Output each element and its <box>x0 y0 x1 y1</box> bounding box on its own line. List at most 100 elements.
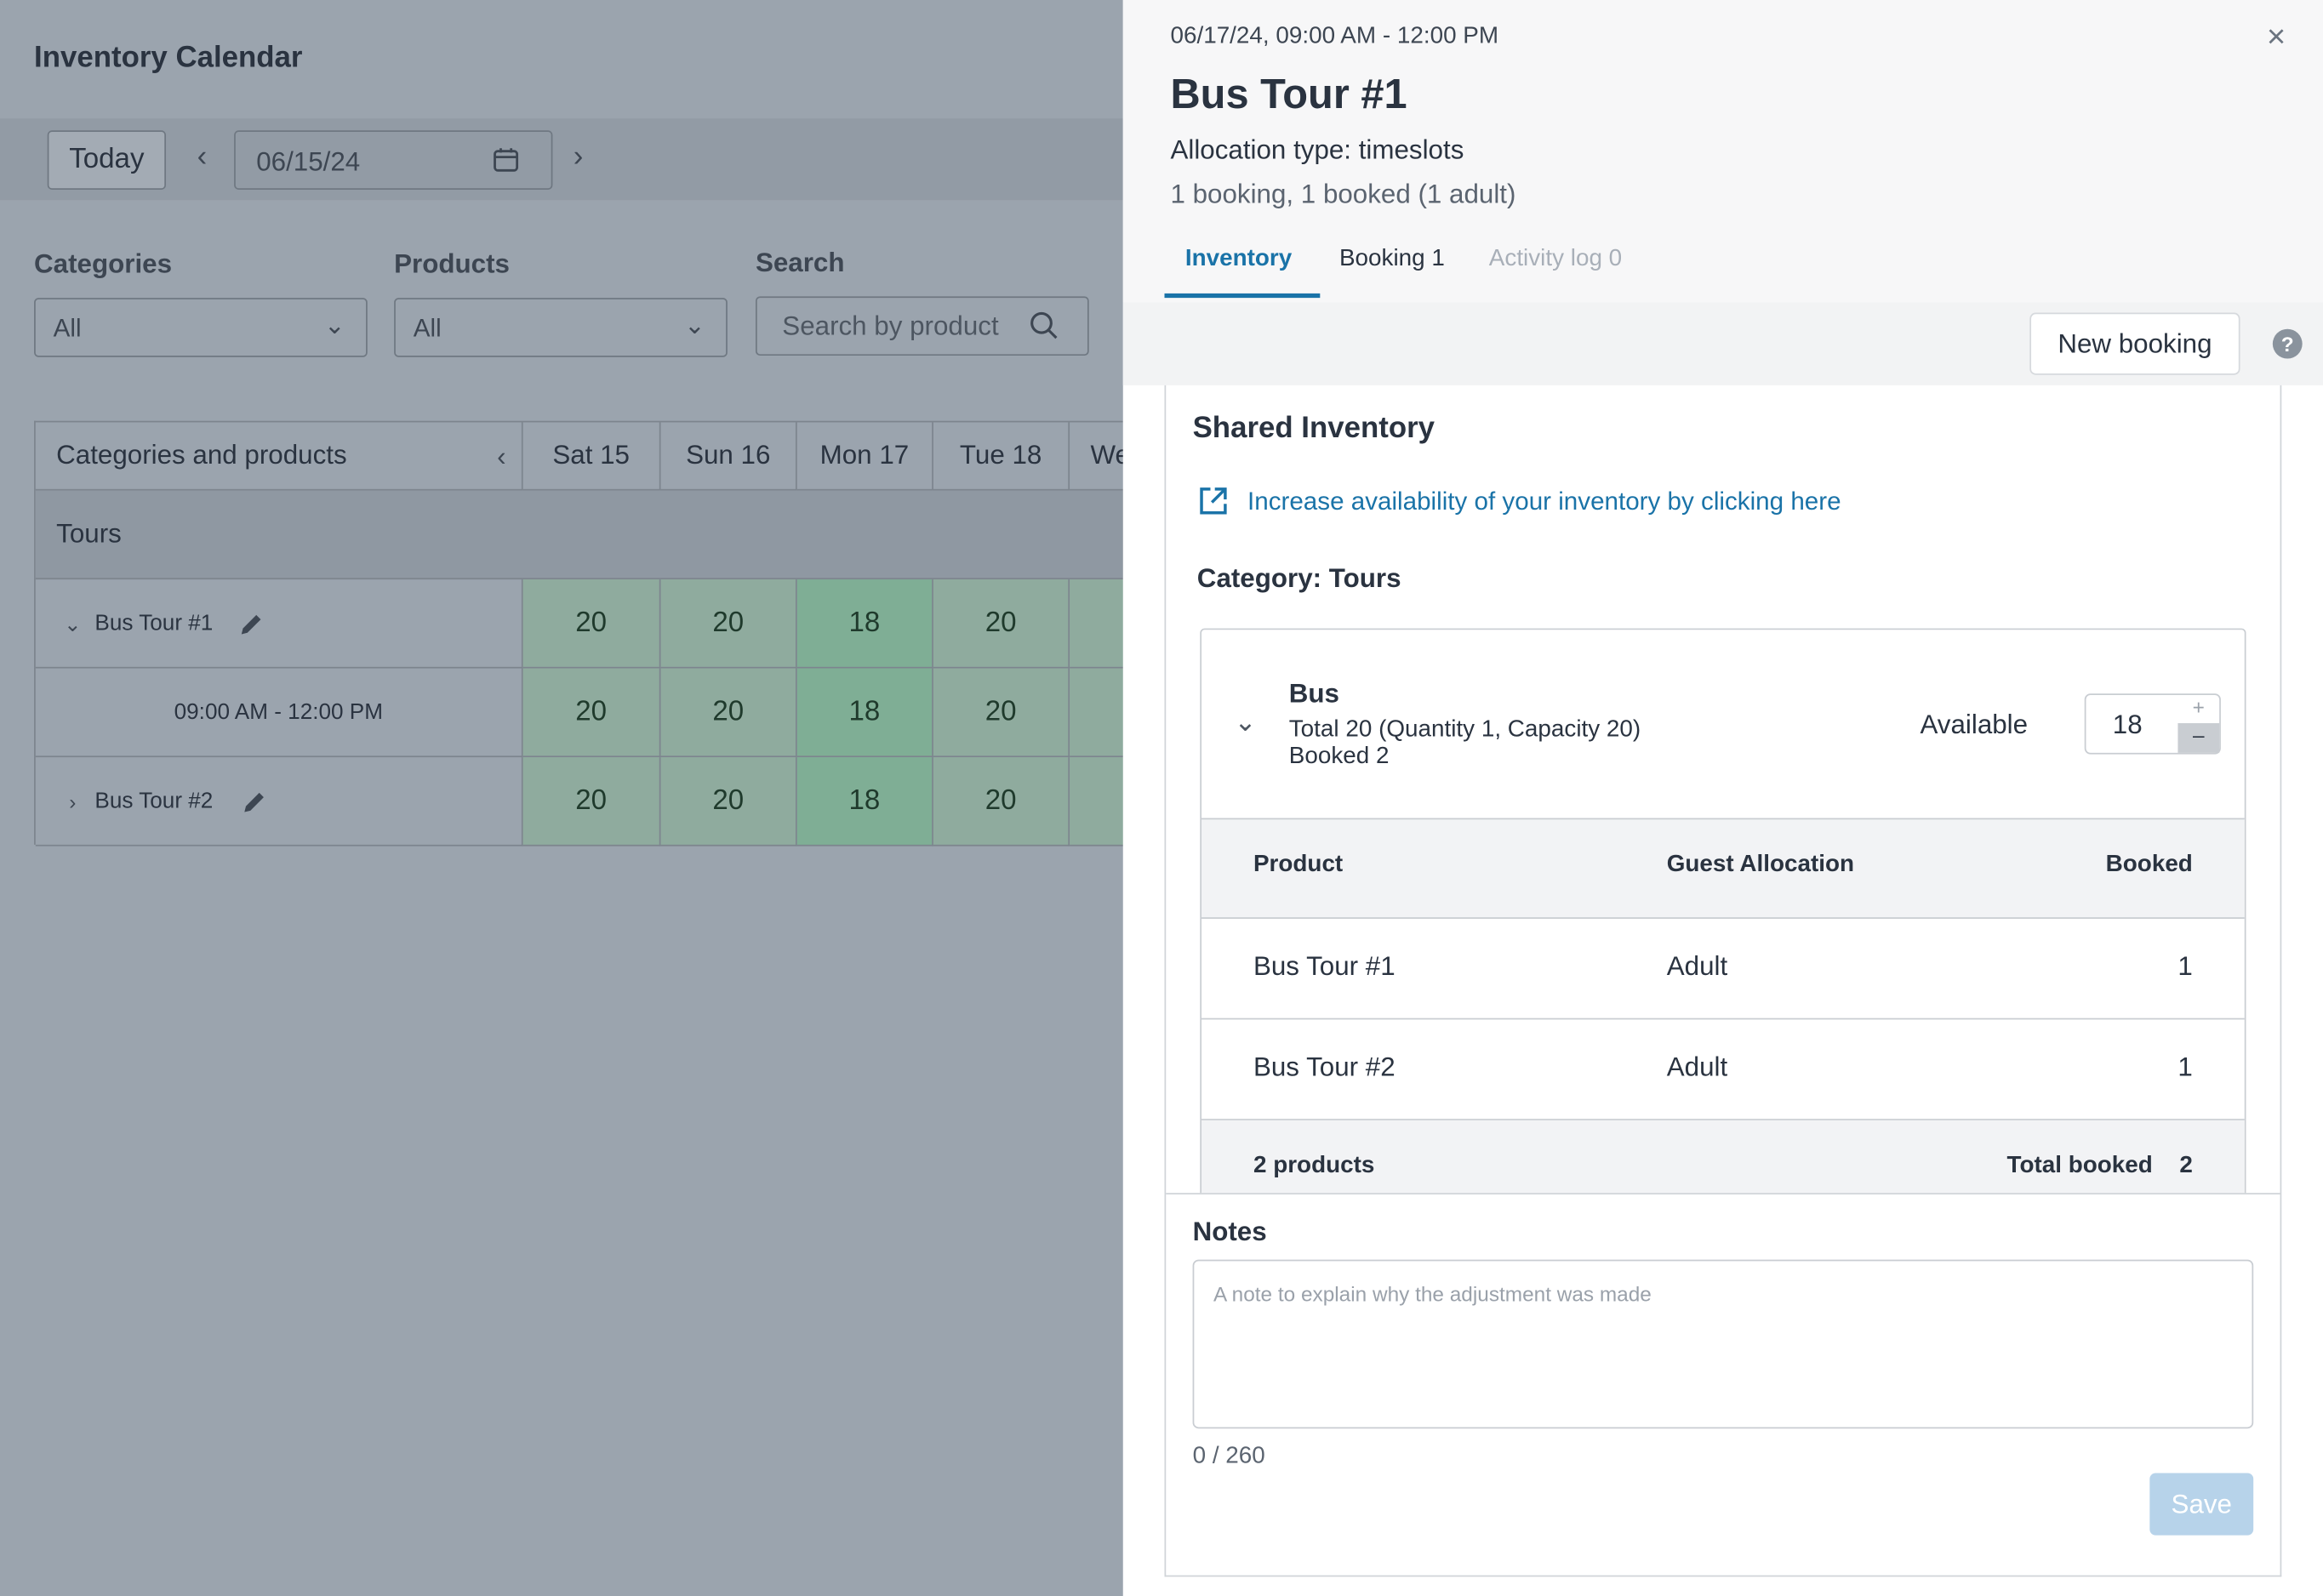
input-value: 18 <box>2112 710 2143 740</box>
search-input[interactable]: Search by product <box>755 296 1089 356</box>
select-value: All <box>53 314 82 343</box>
day-header: Sun 16 <box>660 422 797 491</box>
inventory-cell: 20 <box>660 579 797 669</box>
row-toggle: › <box>69 789 77 814</box>
cell: Adult <box>1666 1052 1728 1082</box>
notes-textarea[interactable]: A note to explain why the adjustment was… <box>1192 1259 2254 1429</box>
product-count: 2 products <box>1253 1153 1375 1178</box>
content-box <box>1164 385 2282 1577</box>
expand-chevron[interactable]: ⌄ <box>1234 706 1257 737</box>
notes-label: Notes <box>1192 1217 1267 1246</box>
tab[interactable]: Activity log 0 <box>1488 246 1623 271</box>
inventory-cell: 20 <box>660 668 797 758</box>
search-icon <box>1030 311 1058 339</box>
total-label: Total booked <box>2006 1153 2153 1178</box>
cell: Adult <box>1666 951 1728 982</box>
table-footer: 2 products Total booked 2 <box>1201 1120 2245 1194</box>
section-title: Shared Inventory <box>1192 412 1435 445</box>
resource-total: Total 20 (Quantity 1, Capacity 20) <box>1288 717 1641 743</box>
available-label: Available <box>1920 710 2029 740</box>
side-panel: 06/17/24, 09:00 AM - 12:00 PM × Bus Tour… <box>1122 0 2323 1596</box>
edit-icon <box>234 579 270 669</box>
inventory-cell: 20 <box>933 757 1070 846</box>
resource-card: ⌄ Bus Total 20 (Quantity 1, Capacity 20)… <box>1200 628 2246 1194</box>
number-input[interactable]: 18 + – <box>2084 693 2221 755</box>
decrement[interactable]: – <box>2177 723 2220 753</box>
inventory-cell: 20 <box>522 579 661 669</box>
collapse-arrow: ‹ <box>497 441 506 471</box>
date-input[interactable]: 06/15/24 <box>234 130 553 190</box>
day-header: Mon 17 <box>796 422 933 491</box>
scroll-area: Shared Inventory Increase availability o… <box>1166 385 2280 1194</box>
summary: 1 booking, 1 booked (1 adult) <box>1170 179 1516 209</box>
products-select[interactable]: All ⌄ <box>394 298 728 357</box>
column-header: Booked <box>2105 852 2193 878</box>
new-booking-button[interactable]: New booking <box>2029 312 2240 375</box>
row-label: Bus Tour #2 <box>35 757 523 846</box>
inventory-cell: 18 <box>796 579 933 669</box>
day-header: We <box>1070 422 1129 491</box>
inventory-cell: 20 <box>522 668 661 758</box>
cell: Bus Tour #1 <box>1253 951 1396 982</box>
chevron: ⌄ <box>323 311 345 339</box>
inventory-cell: 20 <box>522 757 661 846</box>
toolbar <box>0 118 1123 201</box>
calendar-grid: Categories and products ‹ Sat 15 Sun 16 Mon … <box>34 420 1129 846</box>
char-counter: 0 / 260 <box>1192 1443 1265 1469</box>
inventory-cell: 20 <box>660 757 797 846</box>
day-header: Sat 15 <box>522 422 661 491</box>
tab-active[interactable]: Inventory <box>1184 246 1293 271</box>
link[interactable]: Increase availability of your inventory … <box>1247 487 1841 516</box>
resource-name: Bus <box>1288 678 1339 709</box>
close-button[interactable]: × <box>2266 17 2286 55</box>
row-label: 09:00 AM - 12:00 PM <box>35 668 523 758</box>
select-value: All <box>413 314 442 343</box>
filter-label: Categories <box>34 248 173 279</box>
inventory-cell: 20 <box>933 668 1070 758</box>
inventory-cell <box>1070 668 1129 758</box>
day-header: Tue 18 <box>933 422 1070 491</box>
cell: 1 <box>2177 951 2193 982</box>
increment[interactable]: + <box>2192 694 2205 719</box>
help-icon[interactable]: ? <box>2272 328 2303 359</box>
save-button[interactable]: Save <box>2149 1473 2254 1536</box>
cell: 1 <box>2177 1052 2193 1082</box>
inventory-cell: 18 <box>796 668 933 758</box>
placeholder: Search by product <box>782 311 999 341</box>
filter-label: Products <box>394 248 510 279</box>
external-link-icon <box>1200 487 1227 515</box>
panel-header <box>1122 0 2323 303</box>
panel-title: Bus Tour #1 <box>1170 71 1407 117</box>
inventory-cell: 18 <box>796 757 933 846</box>
row-label: Bus Tour #1 <box>35 579 523 669</box>
row-toggle: ⌄ <box>64 611 82 636</box>
cell: Bus Tour #2 <box>1253 1052 1396 1082</box>
allocation: Allocation type: timeslots <box>1170 134 1464 165</box>
tab[interactable]: Booking 1 <box>1338 246 1445 271</box>
calendar-icon <box>494 148 519 172</box>
edit-icon <box>237 757 273 846</box>
today-button[interactable]: Today <box>47 130 167 190</box>
grid-header: Categories and products <box>35 422 523 491</box>
table-row: Bus Tour #1 Adult 1 <box>1201 919 2245 1020</box>
tab-underline <box>1164 293 1321 299</box>
datetime: 06/17/24, 09:00 AM - 12:00 PM <box>1170 23 1499 49</box>
next-arrow[interactable]: › <box>573 140 584 174</box>
column-header: Guest Allocation <box>1666 852 1855 878</box>
categories-select[interactable]: All ⌄ <box>34 298 368 357</box>
inventory-cell: 20 <box>933 579 1070 669</box>
chevron: ⌄ <box>683 311 705 339</box>
category-label: Category: Tours <box>1196 562 1401 593</box>
placeholder: A note to explain why the adjustment was… <box>1213 1281 1652 1306</box>
table-header: Product Guest Allocation Booked <box>1201 818 2245 919</box>
category-row: Tours <box>35 490 1125 580</box>
table-row: Bus Tour #2 Adult 1 <box>1201 1019 2245 1120</box>
divider <box>1166 1193 2280 1194</box>
inventory-cell <box>1070 579 1129 669</box>
column-header: Product <box>1253 852 1344 878</box>
inventory-cell <box>1070 757 1129 846</box>
prev-arrow[interactable]: ‹ <box>197 140 208 174</box>
page-title: Inventory Calendar <box>34 41 303 75</box>
total-value: 2 <box>2179 1153 2193 1178</box>
